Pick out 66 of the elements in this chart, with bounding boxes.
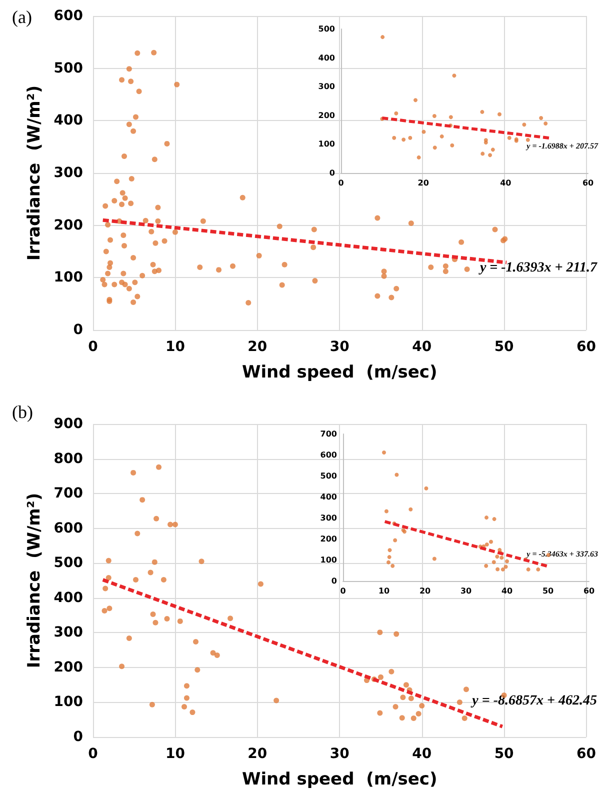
x-tick-label: 60 [583,586,595,596]
x-tick-label: 10 [378,586,390,596]
y-tick-label: 400 [54,590,84,606]
y-tick-label: 600 [54,8,84,24]
x-tick-label: 0 [88,339,98,355]
y-tick-label: 100 [318,140,336,149]
annotation: y = -1.6988x + 207.57 [526,142,599,150]
y-tick-label: 0 [329,168,336,178]
y-axis-title: Irradiance (W/m²) [24,85,44,261]
y-tick-label: 900 [54,416,84,432]
y-tick-label: 400 [320,492,338,502]
y-tick-label: 200 [320,534,338,544]
y-tick-label: 200 [54,659,84,676]
x-tick-label: 20 [419,586,431,596]
x-tick-label: 0 [88,746,98,762]
x-tick-label: 20 [418,178,430,188]
y-tick-label: 700 [54,486,84,502]
x-tick-label: 40 [412,339,432,355]
x-tick-label: 20 [248,746,268,762]
y-tick-label: 500 [320,472,338,480]
y-tick-label: 300 [54,624,84,641]
annotation: y = -5.3463x + 337.63 [526,550,598,558]
x-tick-label: 20 [248,339,268,355]
y-tick-label: 700 [320,430,338,438]
y-tick-label: 100 [54,270,84,286]
y-tick-label: 0 [331,576,338,586]
x-tick-label: 30 [330,339,350,355]
x-tick-label: 60 [582,178,594,188]
x-tick-label: 40 [501,586,513,596]
x-tick-label: 0 [338,178,344,188]
y-axis-title: Irradiance (W/m²) [24,492,44,668]
y-tick-label: 100 [54,694,84,710]
x-tick-label: 10 [165,339,186,355]
x-tick-label: 0 [340,586,346,596]
x-axis-title: Wind speed (m/sec) [242,362,438,382]
annotation: y = -8.6857x + 462.45 [470,694,597,708]
y-tick-label: 800 [54,450,84,467]
x-tick-label: 40 [500,178,512,188]
x-tick-label: 30 [330,746,350,762]
x-tick-label: 10 [165,746,186,762]
x-axis-title: Wind speed (m/sec) [242,770,438,790]
x-tick-label: 50 [542,586,554,596]
y-tick-label: 400 [318,53,336,62]
x-tick-label: 30 [460,586,472,596]
y-tick-label: 600 [54,520,84,536]
x-tick-label: 60 [576,339,596,355]
y-tick-label: 400 [54,112,84,129]
y-tick-label: 0 [73,729,84,745]
y-tick-label: 0 [73,322,84,338]
y-tick-label: 300 [54,165,84,181]
y-tick-label: 100 [320,556,338,564]
y-tick-label: 500 [318,24,336,34]
text: (b) [12,402,33,422]
annotation: y = -1.6393x + 211.7 [478,260,598,276]
y-tick-label: 500 [54,555,84,572]
y-tick-label: 200 [54,217,84,234]
text: (a) [12,7,32,27]
x-tick-label: 50 [494,746,514,762]
x-tick-label: 40 [412,746,432,762]
y-tick-label: 300 [320,514,338,522]
y-tick-label: 200 [318,110,336,120]
x-tick-label: 60 [576,746,596,762]
y-tick-label: 600 [320,450,338,460]
y-tick-label: 500 [54,60,84,76]
y-tick-label: 300 [318,82,336,92]
x-tick-label: 50 [494,339,514,355]
